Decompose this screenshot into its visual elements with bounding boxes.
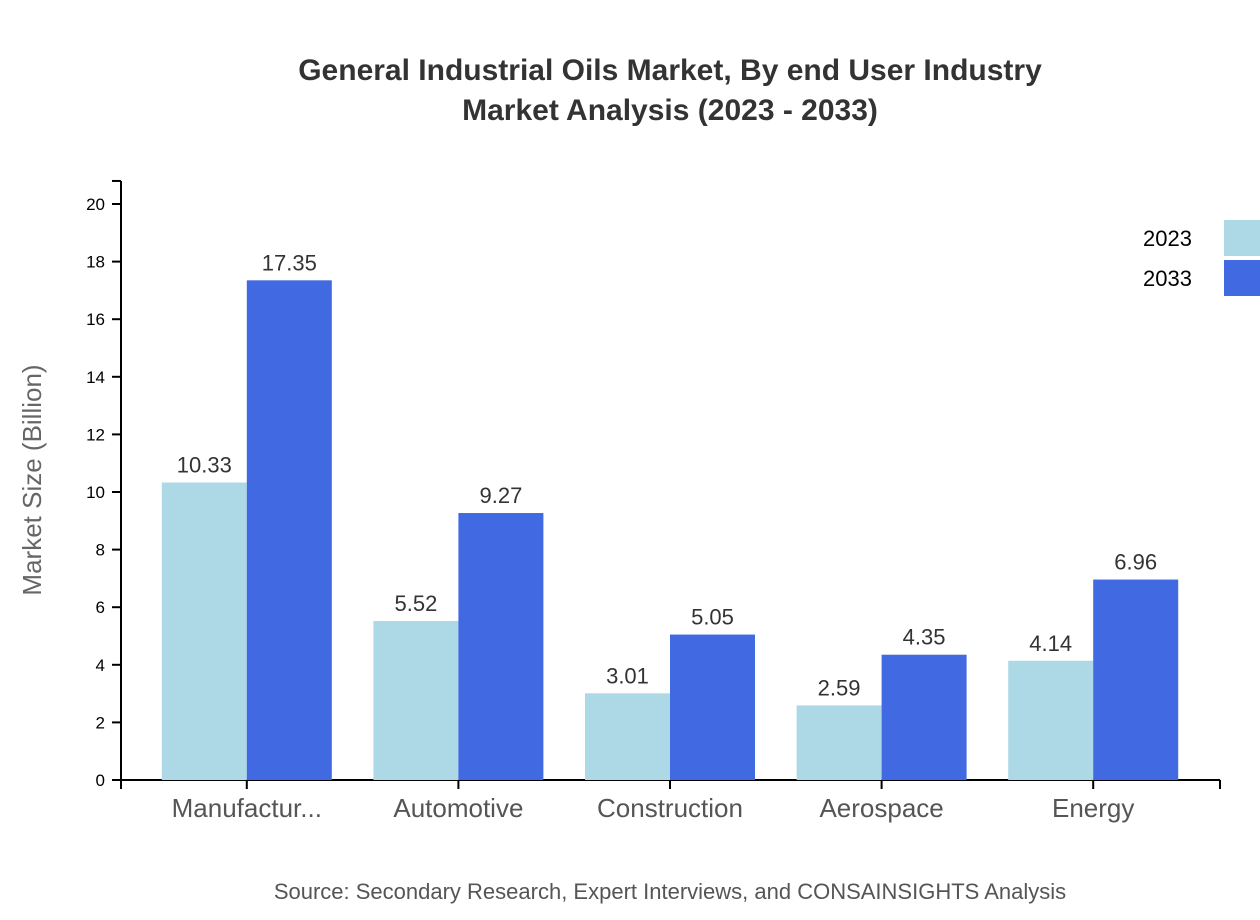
data-label: 5.05	[691, 605, 734, 630]
y-tick-label: 2	[96, 713, 105, 732]
legend-swatch[interactable]	[1224, 260, 1260, 296]
data-label: 4.35	[903, 625, 946, 650]
y-tick-label: 10	[86, 483, 105, 502]
y-tick-label: 6	[96, 598, 105, 617]
x-tick-label: Energy	[1052, 793, 1134, 823]
y-tick-label: 20	[86, 195, 105, 214]
x-tick-label: Automotive	[393, 793, 523, 823]
source-note: Source: Secondary Research, Expert Inter…	[274, 879, 1066, 904]
data-label: 17.35	[262, 250, 317, 275]
bar-2033[interactable]	[670, 634, 755, 780]
chart-title: General Industrial Oils Market, By end U…	[298, 54, 1042, 87]
legend-label: 2033	[1143, 266, 1192, 291]
bar-2033[interactable]	[1093, 579, 1179, 780]
bar-2033[interactable]	[458, 513, 544, 780]
data-label: 9.27	[479, 483, 522, 508]
data-label: 2.59	[818, 675, 861, 700]
y-tick-label: 0	[96, 771, 105, 790]
data-label: 3.01	[606, 663, 649, 688]
bar-2023[interactable]	[585, 693, 670, 780]
data-label: 5.52	[394, 591, 437, 616]
y-tick-label: 4	[96, 656, 105, 675]
legend-swatch[interactable]	[1224, 220, 1260, 256]
bar-2023[interactable]	[373, 621, 459, 780]
bar-2033[interactable]	[246, 280, 332, 780]
y-tick-label: 18	[86, 253, 105, 272]
y-tick-label: 14	[86, 368, 105, 387]
legend-label: 2023	[1143, 226, 1192, 251]
bar-2033[interactable]	[881, 654, 967, 780]
data-label: 4.14	[1029, 631, 1072, 656]
y-tick-label: 16	[86, 310, 105, 329]
bar-2023[interactable]	[1008, 660, 1094, 780]
data-label: 6.96	[1114, 550, 1157, 575]
x-tick-label: Aerospace	[819, 793, 943, 823]
y-axis-label: Market Size (Billion)	[17, 364, 47, 595]
data-label: 10.33	[177, 452, 232, 477]
bar-2023[interactable]	[796, 705, 882, 780]
x-tick-label: Construction	[597, 793, 743, 823]
y-tick-label: 12	[86, 425, 105, 444]
chart-subtitle: Market Analysis (2023 - 2033)	[462, 94, 878, 127]
x-tick-label: Manufactur...	[172, 793, 322, 823]
y-tick-label: 8	[96, 541, 105, 560]
bar-2023[interactable]	[161, 482, 247, 780]
